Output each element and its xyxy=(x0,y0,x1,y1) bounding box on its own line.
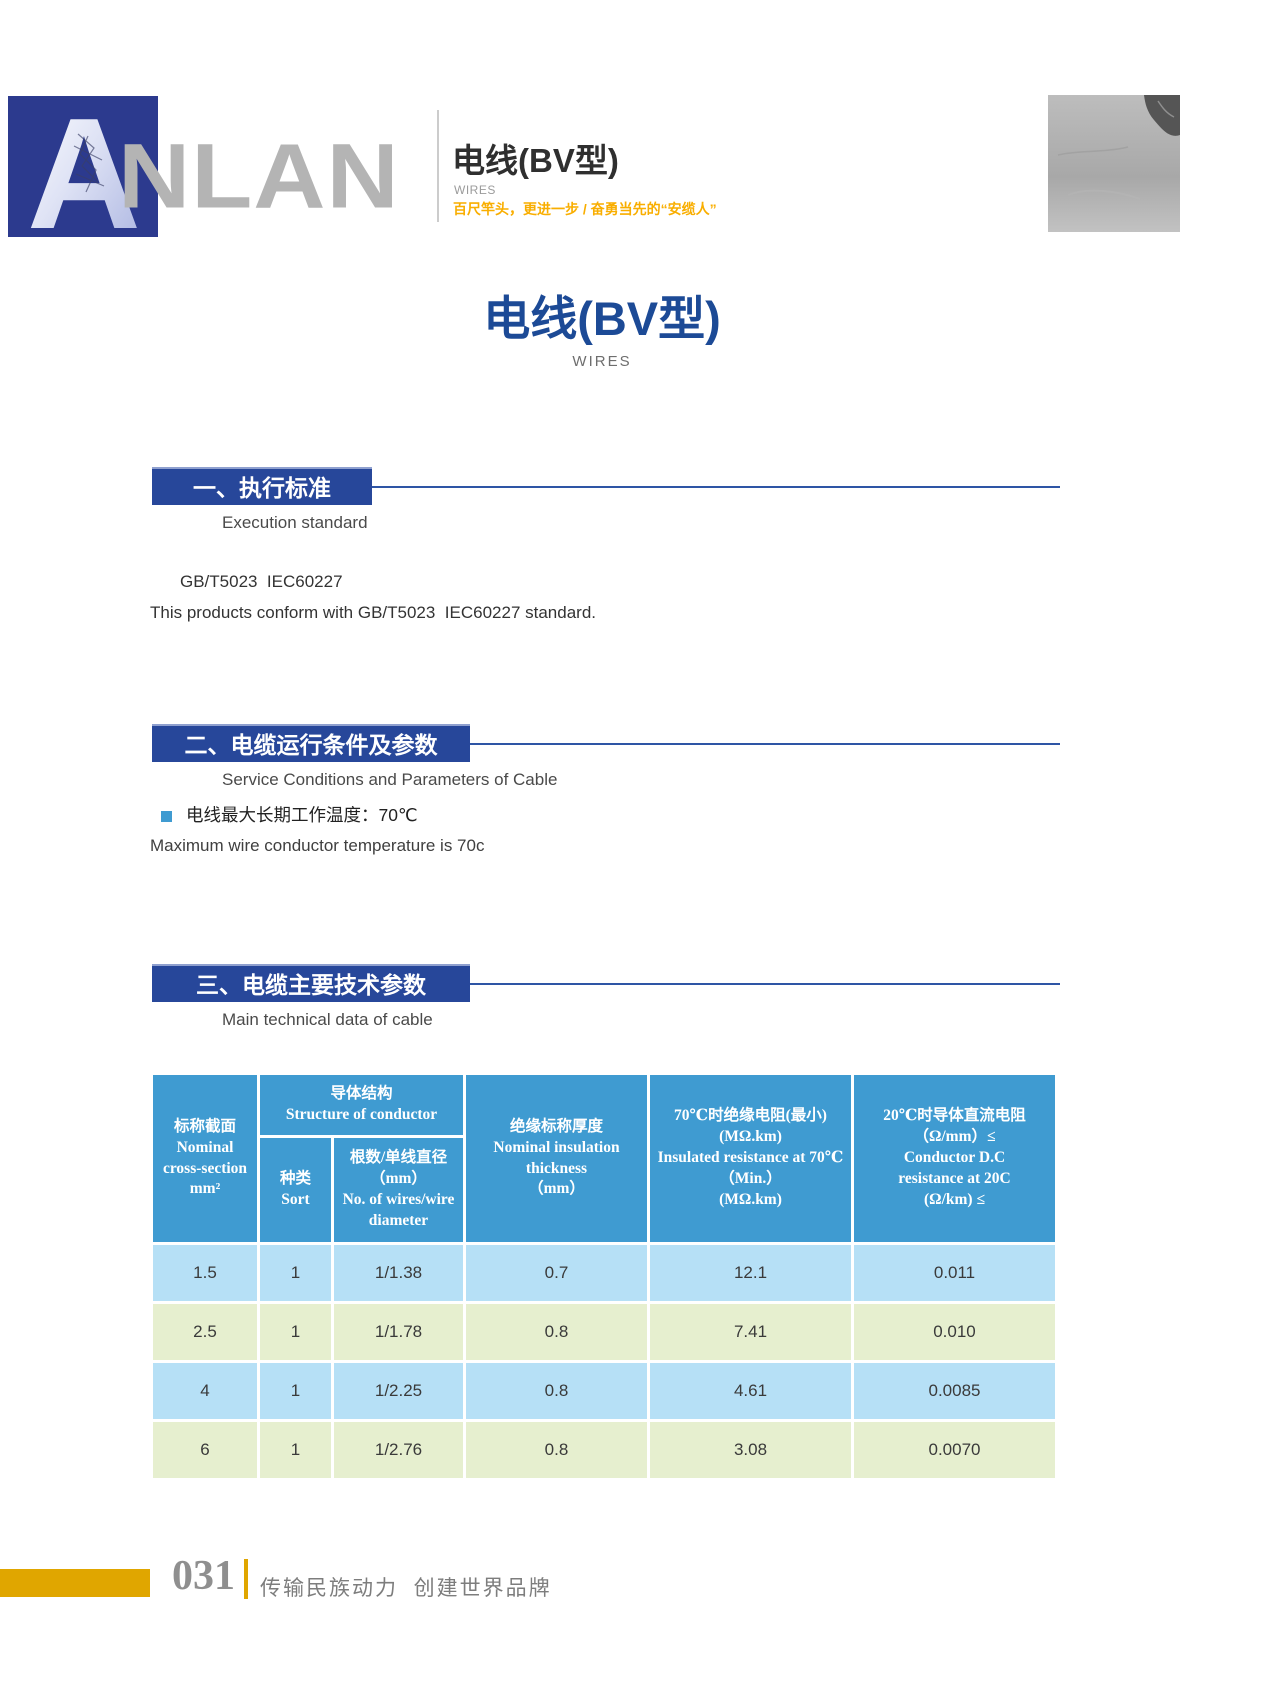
anlan-logo: A xyxy=(8,86,158,262)
col-header-wires: 根数/单线直径 （mm） No. of wires/wire diameter xyxy=(334,1138,463,1242)
cell-nominal: 4 xyxy=(153,1363,257,1419)
col-header-nominal: 标称截面 Nominal cross-section mm² xyxy=(153,1075,257,1242)
footer-gold-bar xyxy=(0,1569,150,1597)
anlan-logo-icon: A xyxy=(8,86,158,262)
footer-divider xyxy=(244,1559,248,1599)
table-row: 4 1 1/2.25 0.8 4.61 0.0085 xyxy=(153,1363,1055,1419)
cell-wires: 1/1.38 xyxy=(334,1245,463,1301)
cell-insulation: 0.8 xyxy=(466,1422,647,1478)
cell-sort: 1 xyxy=(260,1245,331,1301)
table-row: 2.5 1 1/1.78 0.8 7.41 0.010 xyxy=(153,1304,1055,1360)
header-product-subtitle: WIRES xyxy=(454,183,496,197)
col-header-conductor-group: 导体结构 Structure of conductor xyxy=(260,1075,463,1135)
header-tagline: 百尺竿头，更进一步 / 奋勇当先的“安缆人” xyxy=(453,201,717,217)
cell-resistance20: 0.0085 xyxy=(854,1363,1055,1419)
section2-subheading: Service Conditions and Parameters of Cab… xyxy=(222,770,558,789)
technical-data-table: 标称截面 Nominal cross-section mm² 导体结构 Stru… xyxy=(150,1072,1058,1481)
cell-nominal: 1.5 xyxy=(153,1245,257,1301)
cell-resistance70: 12.1 xyxy=(650,1245,851,1301)
cell-resistance20: 0.011 xyxy=(854,1245,1055,1301)
svg-text:A: A xyxy=(27,96,141,237)
cell-resistance70: 3.08 xyxy=(650,1422,851,1478)
page-number: 031 xyxy=(172,1553,235,1599)
col-header-resistance70: 70℃时绝缘电阻(最小) (MΩ.km) Insulated resistanc… xyxy=(650,1075,851,1242)
cell-insulation: 0.8 xyxy=(466,1304,647,1360)
cell-wires: 1/1.78 xyxy=(334,1304,463,1360)
standard-conform-text: This products conform with GB/T5023 IEC6… xyxy=(150,603,597,622)
section2-heading: 二、电缆运行条件及参数 xyxy=(152,724,470,762)
page-title-block: 电线(BV型) WIRES xyxy=(0,290,1204,370)
col-header-sort: 种类 Sort xyxy=(260,1138,331,1242)
footer-slogan: 传输民族动力 创建世界品牌 xyxy=(260,1577,552,1600)
page-title-sub: WIRES xyxy=(572,352,632,370)
section1-heading: 一、执行标准 xyxy=(152,467,372,505)
cell-sort: 1 xyxy=(260,1422,331,1478)
cell-sort: 1 xyxy=(260,1363,331,1419)
cell-nominal: 2.5 xyxy=(153,1304,257,1360)
header-product-title: 电线(BV型) xyxy=(452,142,619,179)
section3-subheading: Main technical data of cable xyxy=(222,1010,433,1029)
section1-rule xyxy=(372,486,1060,488)
max-temperature-cn: 电线最大长期工作温度：70℃ xyxy=(186,805,418,825)
cell-insulation: 0.8 xyxy=(466,1363,647,1419)
header-photo xyxy=(1048,95,1180,232)
max-temperature-en: Maximum wire conductor temperature is 70… xyxy=(150,836,485,855)
col-header-insulation: 绝缘标称厚度 Nominal insulation thickness （mm） xyxy=(466,1075,647,1242)
cell-resistance20: 0.010 xyxy=(854,1304,1055,1360)
col-header-resistance20: 20℃时导体直流电阻 （Ω/mm）≤ Conductor D.C resista… xyxy=(854,1075,1055,1242)
cell-wires: 1/2.76 xyxy=(334,1422,463,1478)
cell-wires: 1/2.25 xyxy=(334,1363,463,1419)
header-divider xyxy=(437,110,439,222)
page-title: 电线(BV型) xyxy=(483,292,721,345)
bullet-square-icon xyxy=(161,811,172,822)
section1-subheading: Execution standard xyxy=(222,513,368,532)
cell-resistance70: 7.41 xyxy=(650,1304,851,1360)
section2-rule xyxy=(470,743,1060,745)
map-photo-icon xyxy=(1048,95,1180,232)
cell-insulation: 0.7 xyxy=(466,1245,647,1301)
section3-heading: 三、电缆主要技术参数 xyxy=(152,964,470,1002)
cell-sort: 1 xyxy=(260,1304,331,1360)
section3-rule xyxy=(470,983,1060,985)
standard-codes: GB/T5023 IEC60227 xyxy=(180,572,343,591)
cell-resistance20: 0.0070 xyxy=(854,1422,1055,1478)
cell-nominal: 6 xyxy=(153,1422,257,1478)
brand-wordmark: NLAN xyxy=(118,124,400,228)
table-row: 1.5 1 1/1.38 0.7 12.1 0.011 xyxy=(153,1245,1055,1301)
table-row: 6 1 1/2.76 0.8 3.08 0.0070 xyxy=(153,1422,1055,1478)
cell-resistance70: 4.61 xyxy=(650,1363,851,1419)
